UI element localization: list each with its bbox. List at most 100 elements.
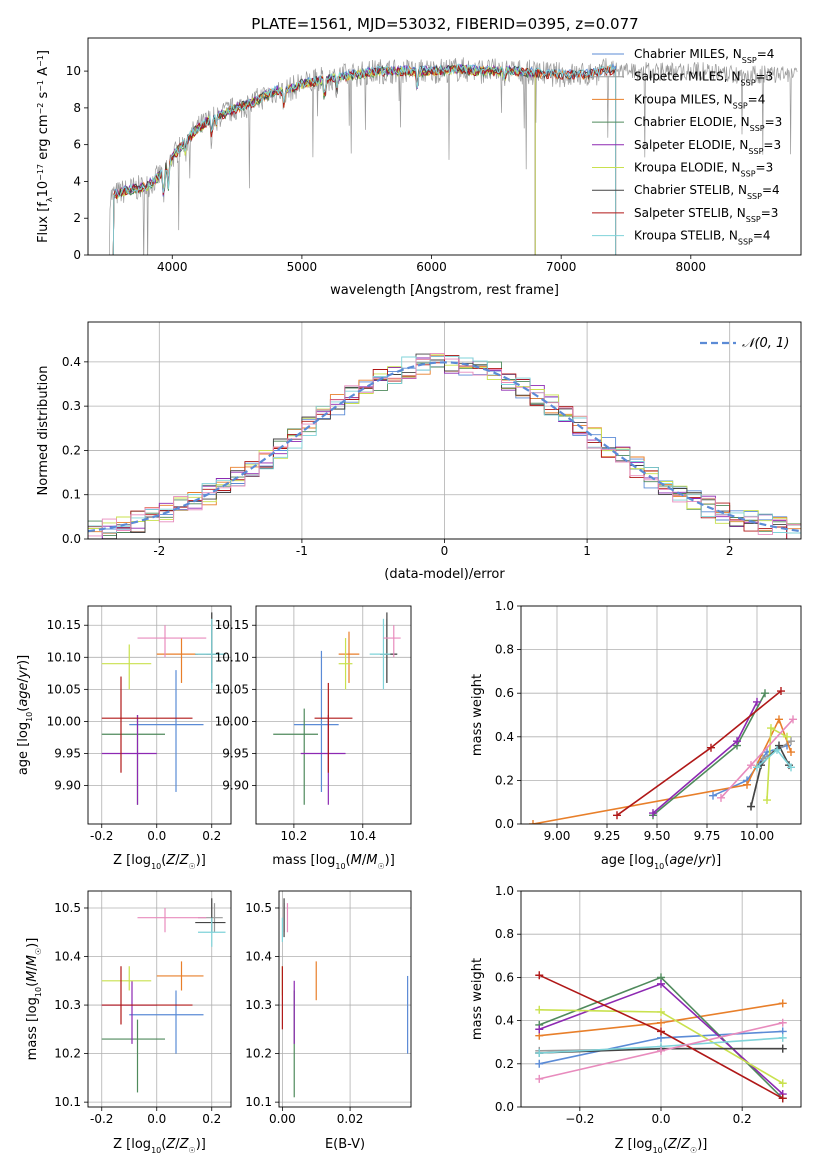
x-tick-label: -0.2 [90, 829, 113, 843]
x-axis-label: Z [log10(Z/Z☉)] [113, 1137, 206, 1155]
y-tick-label: 10.1 [245, 1095, 272, 1109]
plus-marker-pink [747, 761, 755, 770]
plus-marker-salpeter_stelib [613, 811, 621, 820]
x-tick-label: -1 [296, 544, 308, 558]
x-tick-label: 9.75 [694, 829, 721, 843]
mass-vs-metallicity-panel: -0.2 0.0 0.2 10.1 10.2 10.3 10.4 10.5 Z [log10(Z… [25, 890, 232, 1155]
y-tick-label: 0.4 [62, 355, 81, 369]
legend-label: Kroupa ELODIE, NSSP=3 [634, 161, 773, 179]
x-tick-label: 1 [583, 544, 591, 558]
figure-title: PLATE=1561, MJD=53032, FIBERID=0395, z=0… [251, 15, 638, 33]
mass-weight-vs-metallicity-panel: −0.2 0.0 0.2 0.0 0.2 0.4 0.6 0.8 1.0 Z [log10(Z/Z… [470, 884, 802, 1155]
x-tick-label: 0.0 [147, 829, 166, 843]
axes-frame [520, 605, 802, 825]
model-spectrum-chabrier_miles [112, 63, 617, 255]
plus-marker-kroupa_elodie [783, 732, 791, 741]
y-tick-label: 10.4 [245, 950, 272, 964]
y-tick-label: 9.90 [54, 779, 81, 793]
plus-marker-salpeter_stelib [707, 743, 715, 752]
plus-marker-chabrier_miles [709, 791, 717, 800]
plus-marker-pink [778, 1018, 787, 1027]
y-axis-label: mass weight [470, 958, 485, 1040]
x-tick-label: 0.0 [147, 1112, 166, 1126]
legend-label: Kroupa STELIB, NSSP=4 [634, 229, 771, 247]
plus-marker-kroupa_stelib [753, 763, 761, 772]
x-tick-label: 10.4 [349, 829, 376, 843]
y-axis-label: mass weight [470, 674, 485, 756]
plus-marker-kroupa_elodie [778, 1079, 787, 1088]
plus-marker-salpeter_elodie [535, 1025, 544, 1034]
y-tick-label: 10.10 [215, 650, 249, 664]
y-tick-label: 0.1 [62, 488, 81, 502]
y-tick-label: 8 [73, 101, 81, 115]
plus-marker-kroupa_miles [743, 780, 751, 789]
plus-marker-kroupa_stelib [778, 1033, 787, 1042]
model-spectrum-kroupa_stelib [112, 63, 617, 255]
plus-marker-salpeter_elodie [733, 737, 741, 746]
y-tick-label: 1.0 [495, 599, 514, 613]
plot-area [529, 687, 797, 824]
y-tick-label: 10.1 [54, 1095, 81, 1109]
y-axis-label: age [log10(age/yr)] [16, 655, 34, 775]
y-tick-label: 10.4 [54, 950, 81, 964]
plus-marker-kroupa_miles [529, 820, 537, 824]
y-axis-label: mass [log10(M/M☉)] [25, 938, 43, 1061]
plus-marker-kroupa_elodie [767, 724, 775, 733]
plus-marker-kroupa_elodie [763, 796, 771, 805]
y-tick-label: 0.3 [62, 399, 81, 413]
y-tick-label: 10.05 [47, 682, 81, 696]
plus-marker-kroupa_miles [787, 748, 795, 757]
legend-label: Salpeter MILES, NSSP=3 [634, 70, 773, 88]
x-tick-label: 0.0 [651, 1112, 670, 1126]
weight-line-kroupa_elodie [766, 726, 788, 801]
y-tick-label: 0.2 [495, 773, 514, 787]
plus-marker-pink [789, 715, 797, 724]
x-tick-label: 10.00 [740, 829, 774, 843]
weight-line-salpeter_elodie [652, 701, 758, 814]
x-axis-label: mass [log10(M/M☉)] [272, 853, 395, 871]
y-tick-label: 10.5 [54, 901, 81, 915]
observed-spectrum-line [109, 57, 798, 255]
x-tick-label: 6000 [416, 260, 447, 274]
y-axis-label: Flux [fλ10−17 erg cm−2 s−1 A−1] [36, 50, 54, 243]
plus-marker-salpeter_stelib [535, 971, 544, 980]
age-vs-mass-panel: 10.2 10.4 9.90 9.95 10.00 10.05 10.10 10.15 mass… [215, 605, 412, 871]
y-tick-label: 0.6 [495, 970, 514, 984]
x-axis-label: wavelength [Angstrom, rest frame] [330, 283, 559, 298]
legend-label: Kroupa MILES, NSSP=4 [634, 92, 765, 110]
legend-label: Salpeter ELODIE, NSSP=3 [634, 138, 781, 156]
model-spectrum-kroupa_miles [112, 64, 617, 255]
y-tick-label: 10.00 [215, 714, 249, 728]
plus-marker-salpeter_elodie [753, 697, 761, 706]
y-tick-label: 0.4 [495, 730, 514, 744]
plot-area [281, 898, 409, 1098]
y-axis-label: Normed distribution [36, 366, 51, 496]
plus-marker-pink [657, 1046, 665, 1055]
y-tick-label: 0.0 [495, 817, 514, 831]
x-axis-label: (data-model)/error [384, 567, 505, 582]
x-axis-label: Z [log10(Z/Z☉)] [615, 1137, 708, 1155]
x-axis-label: age [log10(age/yr)] [601, 853, 721, 871]
plus-marker-kroupa_miles [657, 1018, 665, 1027]
y-tick-label: 0.4 [495, 1014, 514, 1028]
legend-label: Chabrier ELODIE, NSSP=3 [634, 115, 782, 133]
y-tick-label: 10.05 [215, 682, 249, 696]
plus-marker-kroupa_stelib [535, 1049, 544, 1057]
plot-area [273, 612, 401, 805]
y-tick-label: 10 [66, 64, 81, 78]
x-axis-label: E(B-V) [325, 1137, 365, 1152]
plus-marker-chabrier_stelib [747, 802, 755, 811]
x-tick-label: 0 [441, 544, 449, 558]
y-tick-label: 10.00 [47, 714, 81, 728]
residual-histogram-panel: -2 -1 0 1 2 0.0 0.1 0.2 0.3 0.4 (data-model)/error… [36, 321, 802, 582]
mass-weight-vs-age-panel: 9.00 9.25 9.50 9.75 10.00 0.0 0.2 0.4 0.6 0.8 1.0 a… [470, 599, 802, 871]
plus-marker-kroupa_elodie [535, 1005, 544, 1014]
axes-frame [278, 890, 412, 1108]
plus-marker-kroupa_miles [778, 999, 787, 1008]
axes-frame [87, 605, 232, 825]
y-tick-label: 10.2 [54, 1047, 81, 1061]
axes-frame [87, 321, 802, 540]
x-tick-label: -2 [153, 544, 165, 558]
y-tick-label: 4 [73, 174, 81, 188]
